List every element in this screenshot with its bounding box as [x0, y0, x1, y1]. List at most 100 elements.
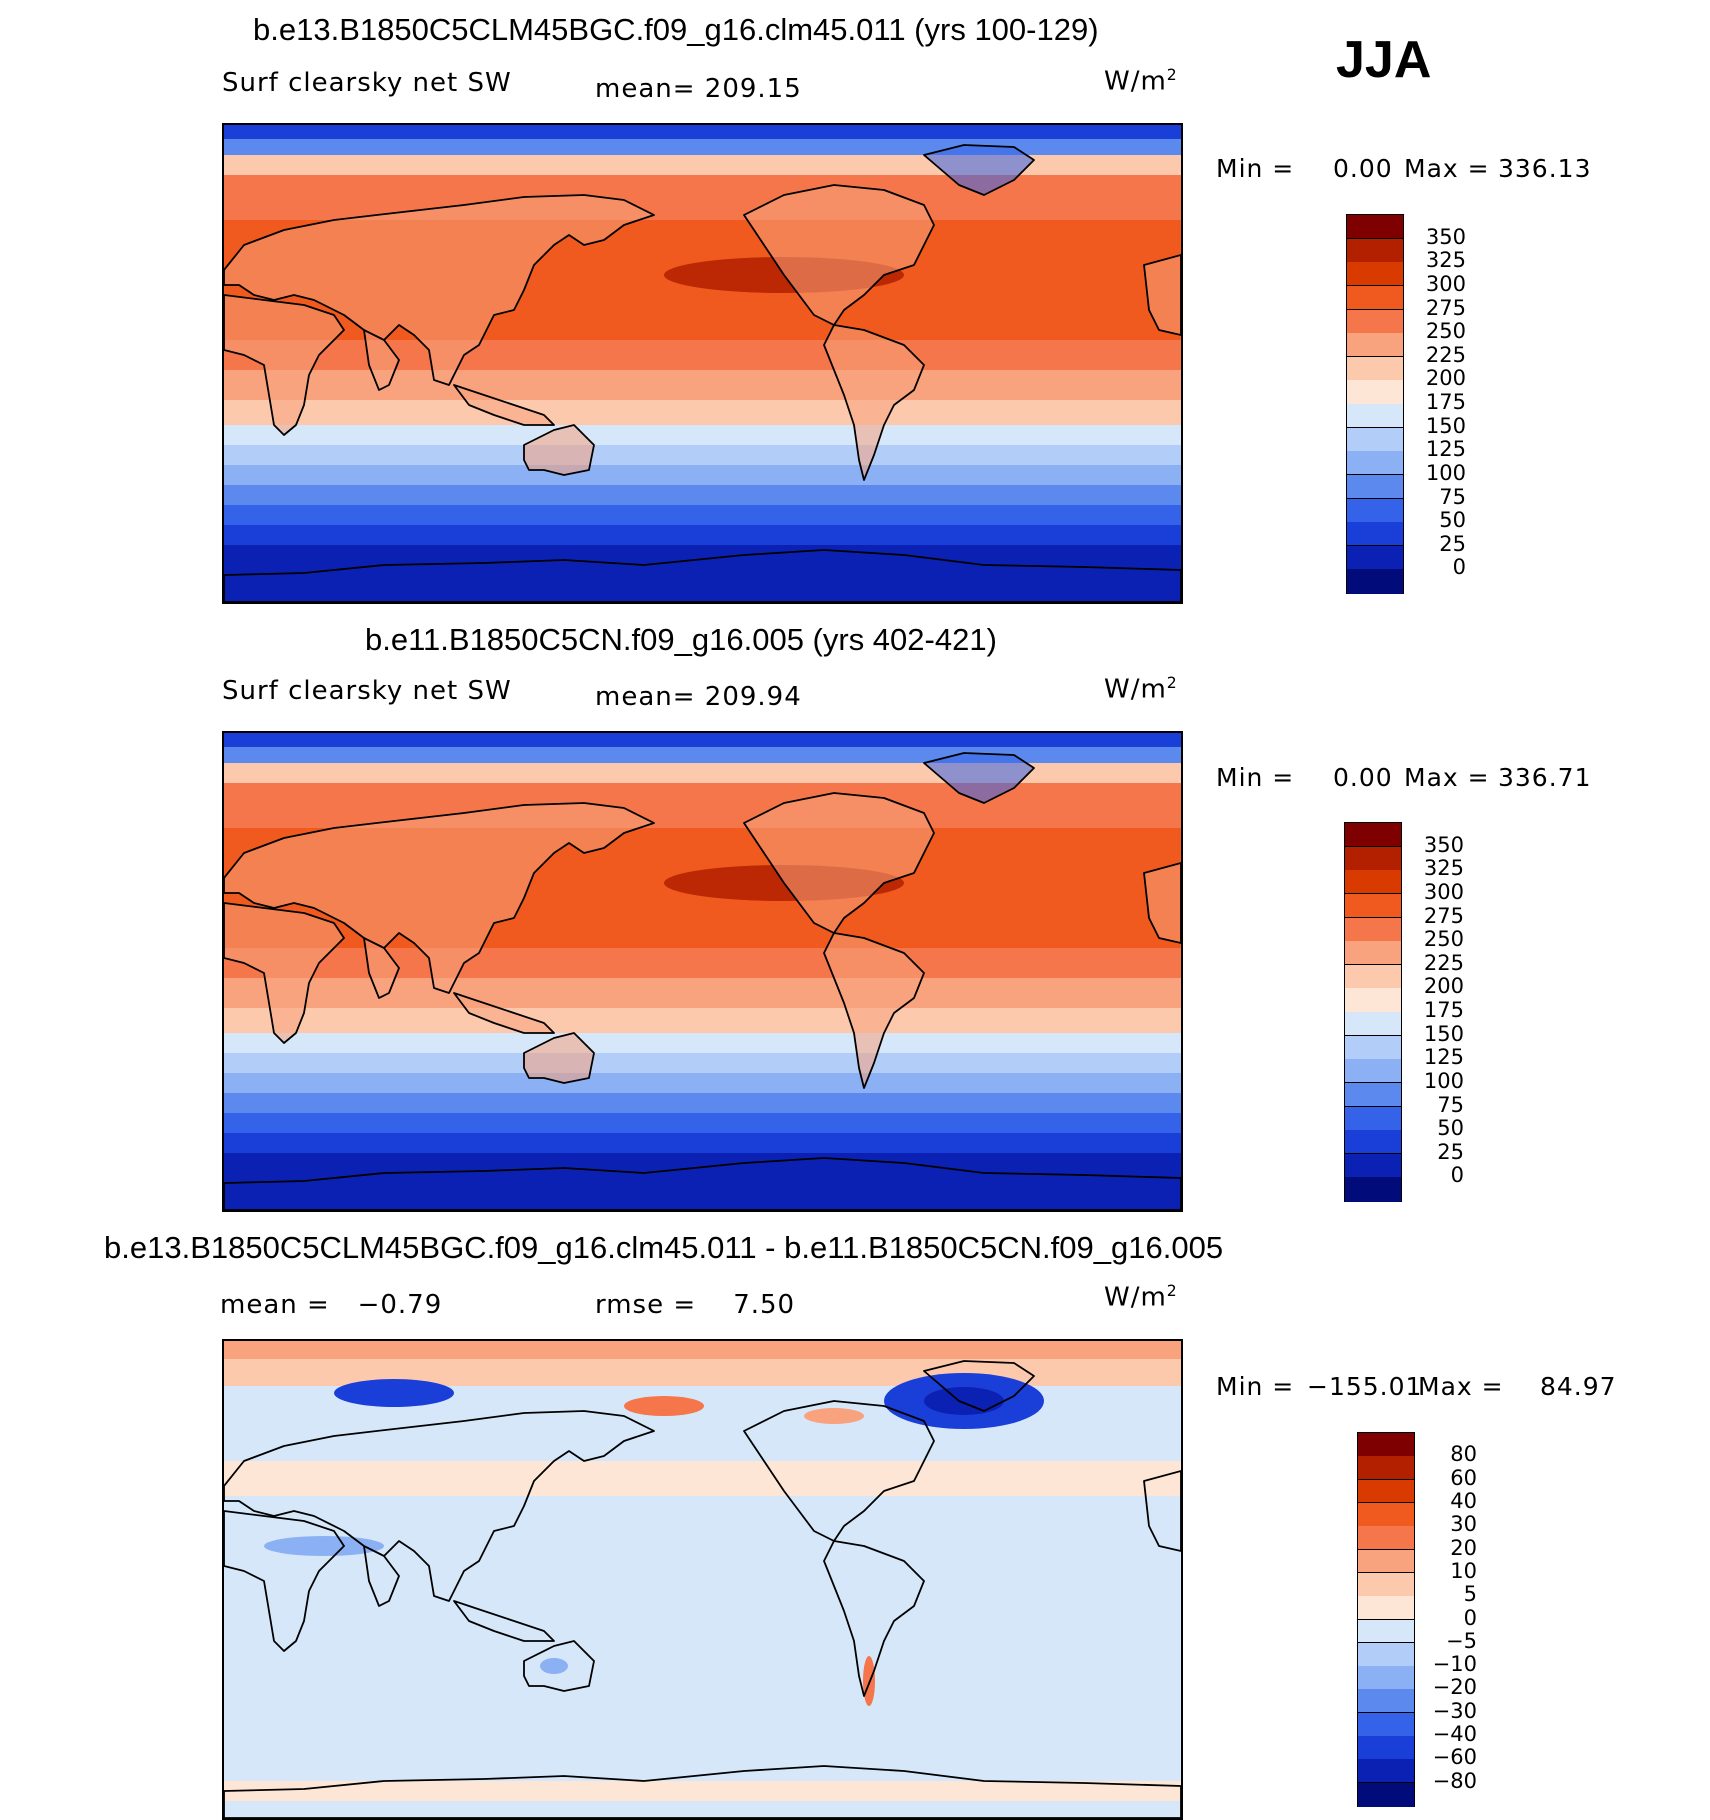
coastline	[1143, 862, 1181, 944]
map-land-fill	[1144, 255, 1181, 335]
colorbar-tick-label: 125	[1423, 1045, 1464, 1070]
colorbar-swatch	[1345, 941, 1401, 966]
panel-1-map	[222, 123, 1183, 604]
panel-3-mean: mean = −0.79	[220, 1290, 443, 1320]
panel-2-min-value: 0.00	[1333, 763, 1393, 792]
panel-2-min-label: Min =	[1216, 763, 1295, 792]
panel-3-map	[222, 1339, 1183, 1820]
map-band	[224, 1008, 1181, 1033]
map-land-fill	[924, 145, 1034, 195]
colorbar-swatch	[1347, 522, 1403, 547]
panel-2-map	[222, 731, 1183, 1212]
map-land-fill	[364, 938, 399, 998]
colorbar-tick-label: 250	[1425, 319, 1466, 344]
map-land-fill	[224, 903, 344, 1043]
colorbar-tick-label: 50	[1439, 508, 1466, 533]
colorbar-tick-label: −60	[1432, 1745, 1477, 1770]
colorbar-tick-label: 175	[1425, 390, 1466, 414]
colorbar-swatch	[1345, 917, 1401, 942]
colorbar-swatch	[1358, 1502, 1414, 1527]
panel-1-max-label: Max =	[1404, 154, 1490, 183]
map-anomaly-negative	[540, 1658, 568, 1674]
coastline	[923, 1360, 1035, 1412]
map-land-fill	[454, 385, 554, 425]
map-anomaly-negative	[334, 1379, 454, 1407]
colorbar-swatch	[1347, 356, 1403, 381]
map-band	[224, 1781, 1181, 1801]
colorbar-swatch	[1345, 1130, 1401, 1155]
coastlines	[224, 144, 1181, 602]
panel-3-title: b.e13.B1850C5CLM45BGC.f09_g16.clm45.011 …	[104, 1230, 1224, 1265]
panel-1-colorbar	[1346, 214, 1404, 594]
coastline	[224, 1410, 655, 1602]
colorbar-swatch	[1347, 427, 1403, 452]
colorbar-tick-label: 225	[1423, 950, 1464, 975]
map-band	[224, 1073, 1181, 1093]
colorbar-tick-label: 10	[1450, 1558, 1477, 1583]
panel-2-units-exp: 2	[1166, 674, 1178, 692]
map-band	[224, 400, 1181, 425]
map-band	[224, 175, 1181, 220]
coastline	[224, 1765, 1181, 1818]
map-band	[224, 1093, 1181, 1113]
map-band	[224, 465, 1181, 485]
map-land-fill	[1144, 863, 1181, 943]
panel-2-max-label: Max =	[1404, 763, 1490, 792]
map-anomaly-positive	[624, 1396, 704, 1416]
colorbar-tick-label: 100	[1423, 1068, 1464, 1093]
map-field	[224, 733, 1181, 1210]
colorbar-tick-label: 75	[1437, 1092, 1464, 1117]
colorbar-tick-label: 100	[1425, 460, 1466, 485]
colorbar-swatch	[1358, 1619, 1414, 1644]
map-band	[224, 425, 1181, 445]
colorbar-swatch	[1345, 846, 1401, 871]
panel-1-max-value: 336.13	[1498, 154, 1592, 183]
panel-3-colorbar	[1357, 1432, 1415, 1807]
map-band	[224, 370, 1181, 400]
coastline	[523, 1640, 595, 1692]
coastline	[224, 194, 655, 386]
colorbar-swatch	[1347, 474, 1403, 499]
colorbar-swatch	[1358, 1572, 1414, 1597]
coastline	[923, 752, 1035, 804]
map-land-fill	[224, 295, 344, 435]
map-anomaly-negative	[264, 1536, 384, 1556]
colorbar-tick-label: 0	[1450, 1163, 1464, 1188]
colorbar-swatch	[1358, 1479, 1414, 1504]
map-band	[224, 525, 1181, 545]
colorbar-tick-label: 30	[1450, 1512, 1477, 1537]
colorbar-tick-label: 60	[1450, 1465, 1477, 1490]
colorbar-swatch	[1345, 870, 1401, 895]
colorbar-swatch	[1347, 262, 1403, 287]
map-land-fill	[524, 425, 594, 475]
map-land-fill	[524, 1033, 594, 1083]
season-label: JJA	[1336, 31, 1432, 89]
map-land-fill	[224, 550, 1181, 602]
map-band	[224, 505, 1181, 525]
panel-1-variable: Surf clearsky net SW	[222, 68, 512, 98]
panel-3-min-label: Min =	[1216, 1372, 1295, 1401]
panel-1-min-value: 0.00	[1333, 154, 1393, 183]
coastline	[224, 549, 1181, 602]
colorbar-tick-label: 350	[1423, 832, 1464, 857]
coastline	[1143, 1470, 1181, 1552]
panel-2-title: b.e11.B1850C5CN.f09_g16.005 (yrs 402-421…	[365, 622, 997, 657]
coastline	[523, 424, 595, 476]
colorbar-swatch	[1345, 823, 1401, 848]
map-band	[224, 783, 1181, 828]
map-band	[224, 1133, 1181, 1153]
colorbar-swatch	[1347, 215, 1403, 240]
colorbar-tick-label: 275	[1425, 295, 1466, 320]
colorbar-swatch	[1345, 988, 1401, 1013]
coastline	[743, 792, 935, 934]
colorbar-tick-label: 200	[1423, 974, 1464, 999]
colorbar-swatch	[1358, 1596, 1414, 1620]
colorbar-tick-label: 25	[1437, 1139, 1464, 1164]
colorbar-swatch	[1345, 893, 1401, 918]
panel-1-units-exp: 2	[1166, 66, 1178, 84]
panel-3-max-value: 84.97	[1540, 1372, 1617, 1401]
map-land-fill	[824, 933, 924, 1088]
panel-2-colorbar	[1344, 822, 1402, 1202]
colorbar-tick-label: 40	[1450, 1488, 1477, 1513]
colorbar-tick-label: 150	[1423, 1021, 1464, 1046]
